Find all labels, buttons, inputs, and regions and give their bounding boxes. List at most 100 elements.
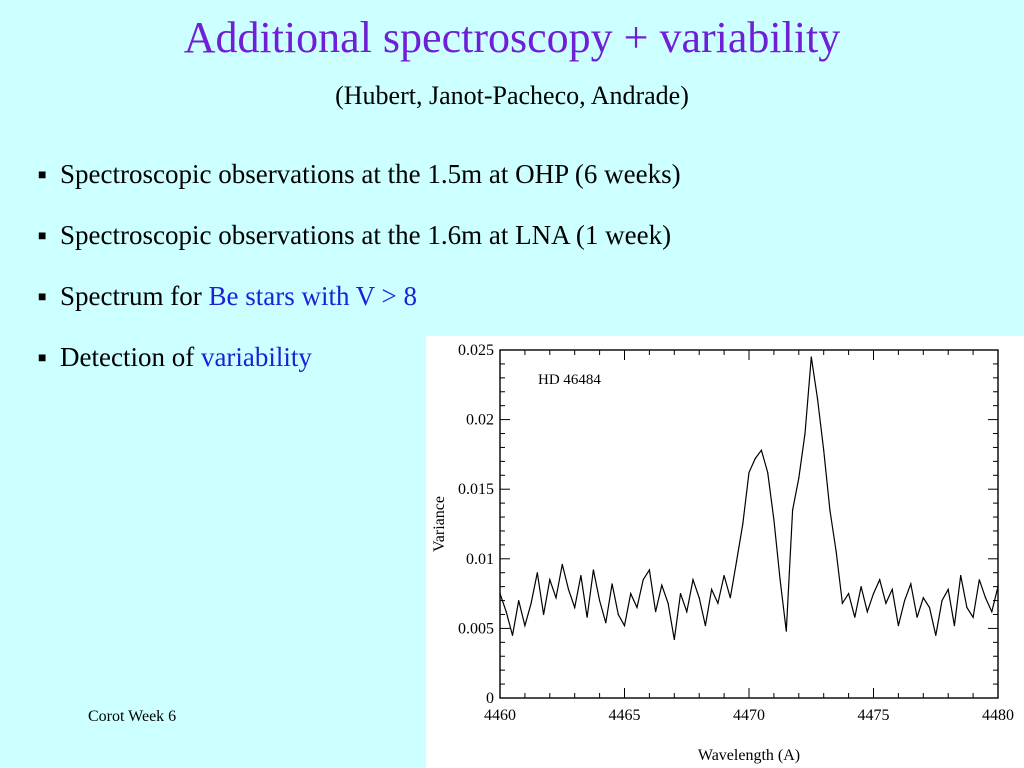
data-point — [630, 593, 632, 595]
data-point — [748, 471, 750, 474]
x-tick-label: 4470 — [733, 707, 765, 724]
bullet-text: Spectroscopic observations at the 1.5m a… — [60, 159, 681, 189]
variance-chart: 4460 4465 4470 4475 4480 0 0.005 0.01 0.015 0.02 0… — [426, 336, 1024, 768]
data-point — [574, 606, 576, 609]
footer-text: Corot Week 6 — [88, 708, 177, 725]
y-tick-label: 0.01 — [466, 551, 494, 568]
data-point — [655, 611, 657, 613]
bullet-item: ■ Spectroscopic observations at the 1.5m … — [38, 156, 681, 192]
data-point — [524, 625, 526, 627]
data-point — [966, 606, 968, 609]
bullet-marker: ■ — [38, 351, 47, 366]
data-point — [835, 551, 837, 553]
data-point — [505, 611, 507, 613]
bullet-item: ■ Detection of variability — [38, 339, 681, 375]
data-point — [679, 593, 682, 595]
y-tick-label: 0.025 — [458, 342, 494, 359]
plot-frame — [499, 349, 999, 699]
data-point — [735, 560, 738, 563]
data-point — [960, 574, 962, 577]
data-point — [910, 583, 912, 585]
data-point — [754, 457, 756, 460]
chart-axes — [499, 349, 999, 699]
x-tick-label: 4480 — [982, 707, 1014, 724]
chart-annotation: HD 46484 — [538, 372, 601, 388]
data-point — [742, 523, 744, 525]
data-point — [810, 356, 812, 358]
data-point — [935, 634, 937, 636]
data-point — [841, 602, 843, 604]
data-point — [823, 449, 825, 451]
data-point — [729, 597, 731, 599]
data-point — [953, 625, 956, 627]
data-point — [829, 509, 831, 511]
data-point — [891, 588, 893, 591]
bullet-item: ■ Spectroscopic observations at the 1.6m … — [38, 217, 681, 253]
data-point — [972, 616, 974, 618]
data-point — [866, 611, 868, 613]
data-point — [997, 586, 999, 588]
y-tick-label: 0.02 — [466, 412, 494, 429]
data-point — [617, 613, 619, 616]
slide-subtitle: (Hubert, Janot-Pacheco, Andrade) — [335, 81, 689, 110]
data-point — [623, 625, 626, 627]
data-point — [605, 622, 607, 624]
bullet-list: ■ Spectroscopic observations at the 1.5m … — [38, 156, 681, 400]
data-point — [542, 613, 545, 616]
chart-ticks — [499, 349, 999, 699]
data-point — [549, 579, 551, 581]
data-point — [561, 563, 563, 565]
data-point — [536, 572, 538, 574]
data-point — [717, 602, 719, 604]
data-point — [580, 574, 582, 577]
data-point — [592, 569, 594, 571]
data-point — [760, 449, 763, 451]
data-point — [499, 593, 501, 595]
y-tick-label: 0.015 — [458, 481, 494, 498]
series-line — [499, 356, 999, 640]
data-point — [922, 597, 924, 599]
data-point — [723, 574, 725, 577]
data-point — [648, 569, 650, 571]
data-point — [686, 611, 688, 613]
data-point — [785, 630, 787, 632]
bullet-marker: ■ — [38, 290, 47, 305]
data-point — [978, 579, 980, 581]
data-point — [860, 586, 862, 588]
data-point — [816, 398, 819, 400]
data-point — [555, 597, 557, 599]
data-point — [642, 579, 644, 581]
slide-title: Additional spectroscopy + variability — [183, 13, 841, 62]
data-point — [599, 599, 601, 602]
bullet-marker: ■ — [38, 229, 47, 244]
bullet-highlight: Be stars with V > 8 — [208, 281, 417, 311]
data-point — [767, 471, 769, 474]
x-tick-label: 4475 — [858, 707, 890, 724]
bullet-text: Spectroscopic observations at the 1.6m a… — [60, 220, 672, 250]
data-point — [941, 599, 943, 602]
data-point — [698, 597, 700, 599]
bullet-text: Detection of — [60, 342, 201, 372]
data-point — [611, 583, 613, 585]
bullet-item: ■ Spectrum for Be stars with V > 8 — [38, 278, 681, 314]
data-point — [804, 432, 806, 435]
bullet-marker: ■ — [38, 168, 47, 183]
data-point — [885, 602, 887, 604]
data-point — [879, 579, 881, 581]
data-point — [872, 593, 875, 595]
data-point — [773, 519, 775, 521]
data-point — [854, 616, 856, 618]
y-tick-label: 0 — [486, 690, 494, 707]
bullet-highlight: variability — [200, 342, 312, 372]
y-axis-label: Variance — [431, 496, 448, 552]
data-point — [904, 599, 906, 602]
x-tick-label: 4460 — [484, 707, 516, 724]
x-axis-label: Wavelength (A) — [698, 747, 800, 764]
data-point — [991, 611, 993, 613]
data-point — [704, 625, 707, 627]
chart-tick-labels: 4460 4465 4470 4475 4480 0 0.005 0.01 0.015 0.02 0… — [458, 342, 1014, 724]
data-point — [586, 616, 588, 618]
data-point — [711, 588, 713, 591]
y-tick-label: 0.005 — [458, 620, 494, 637]
bullet-text: Spectrum for — [60, 281, 209, 311]
